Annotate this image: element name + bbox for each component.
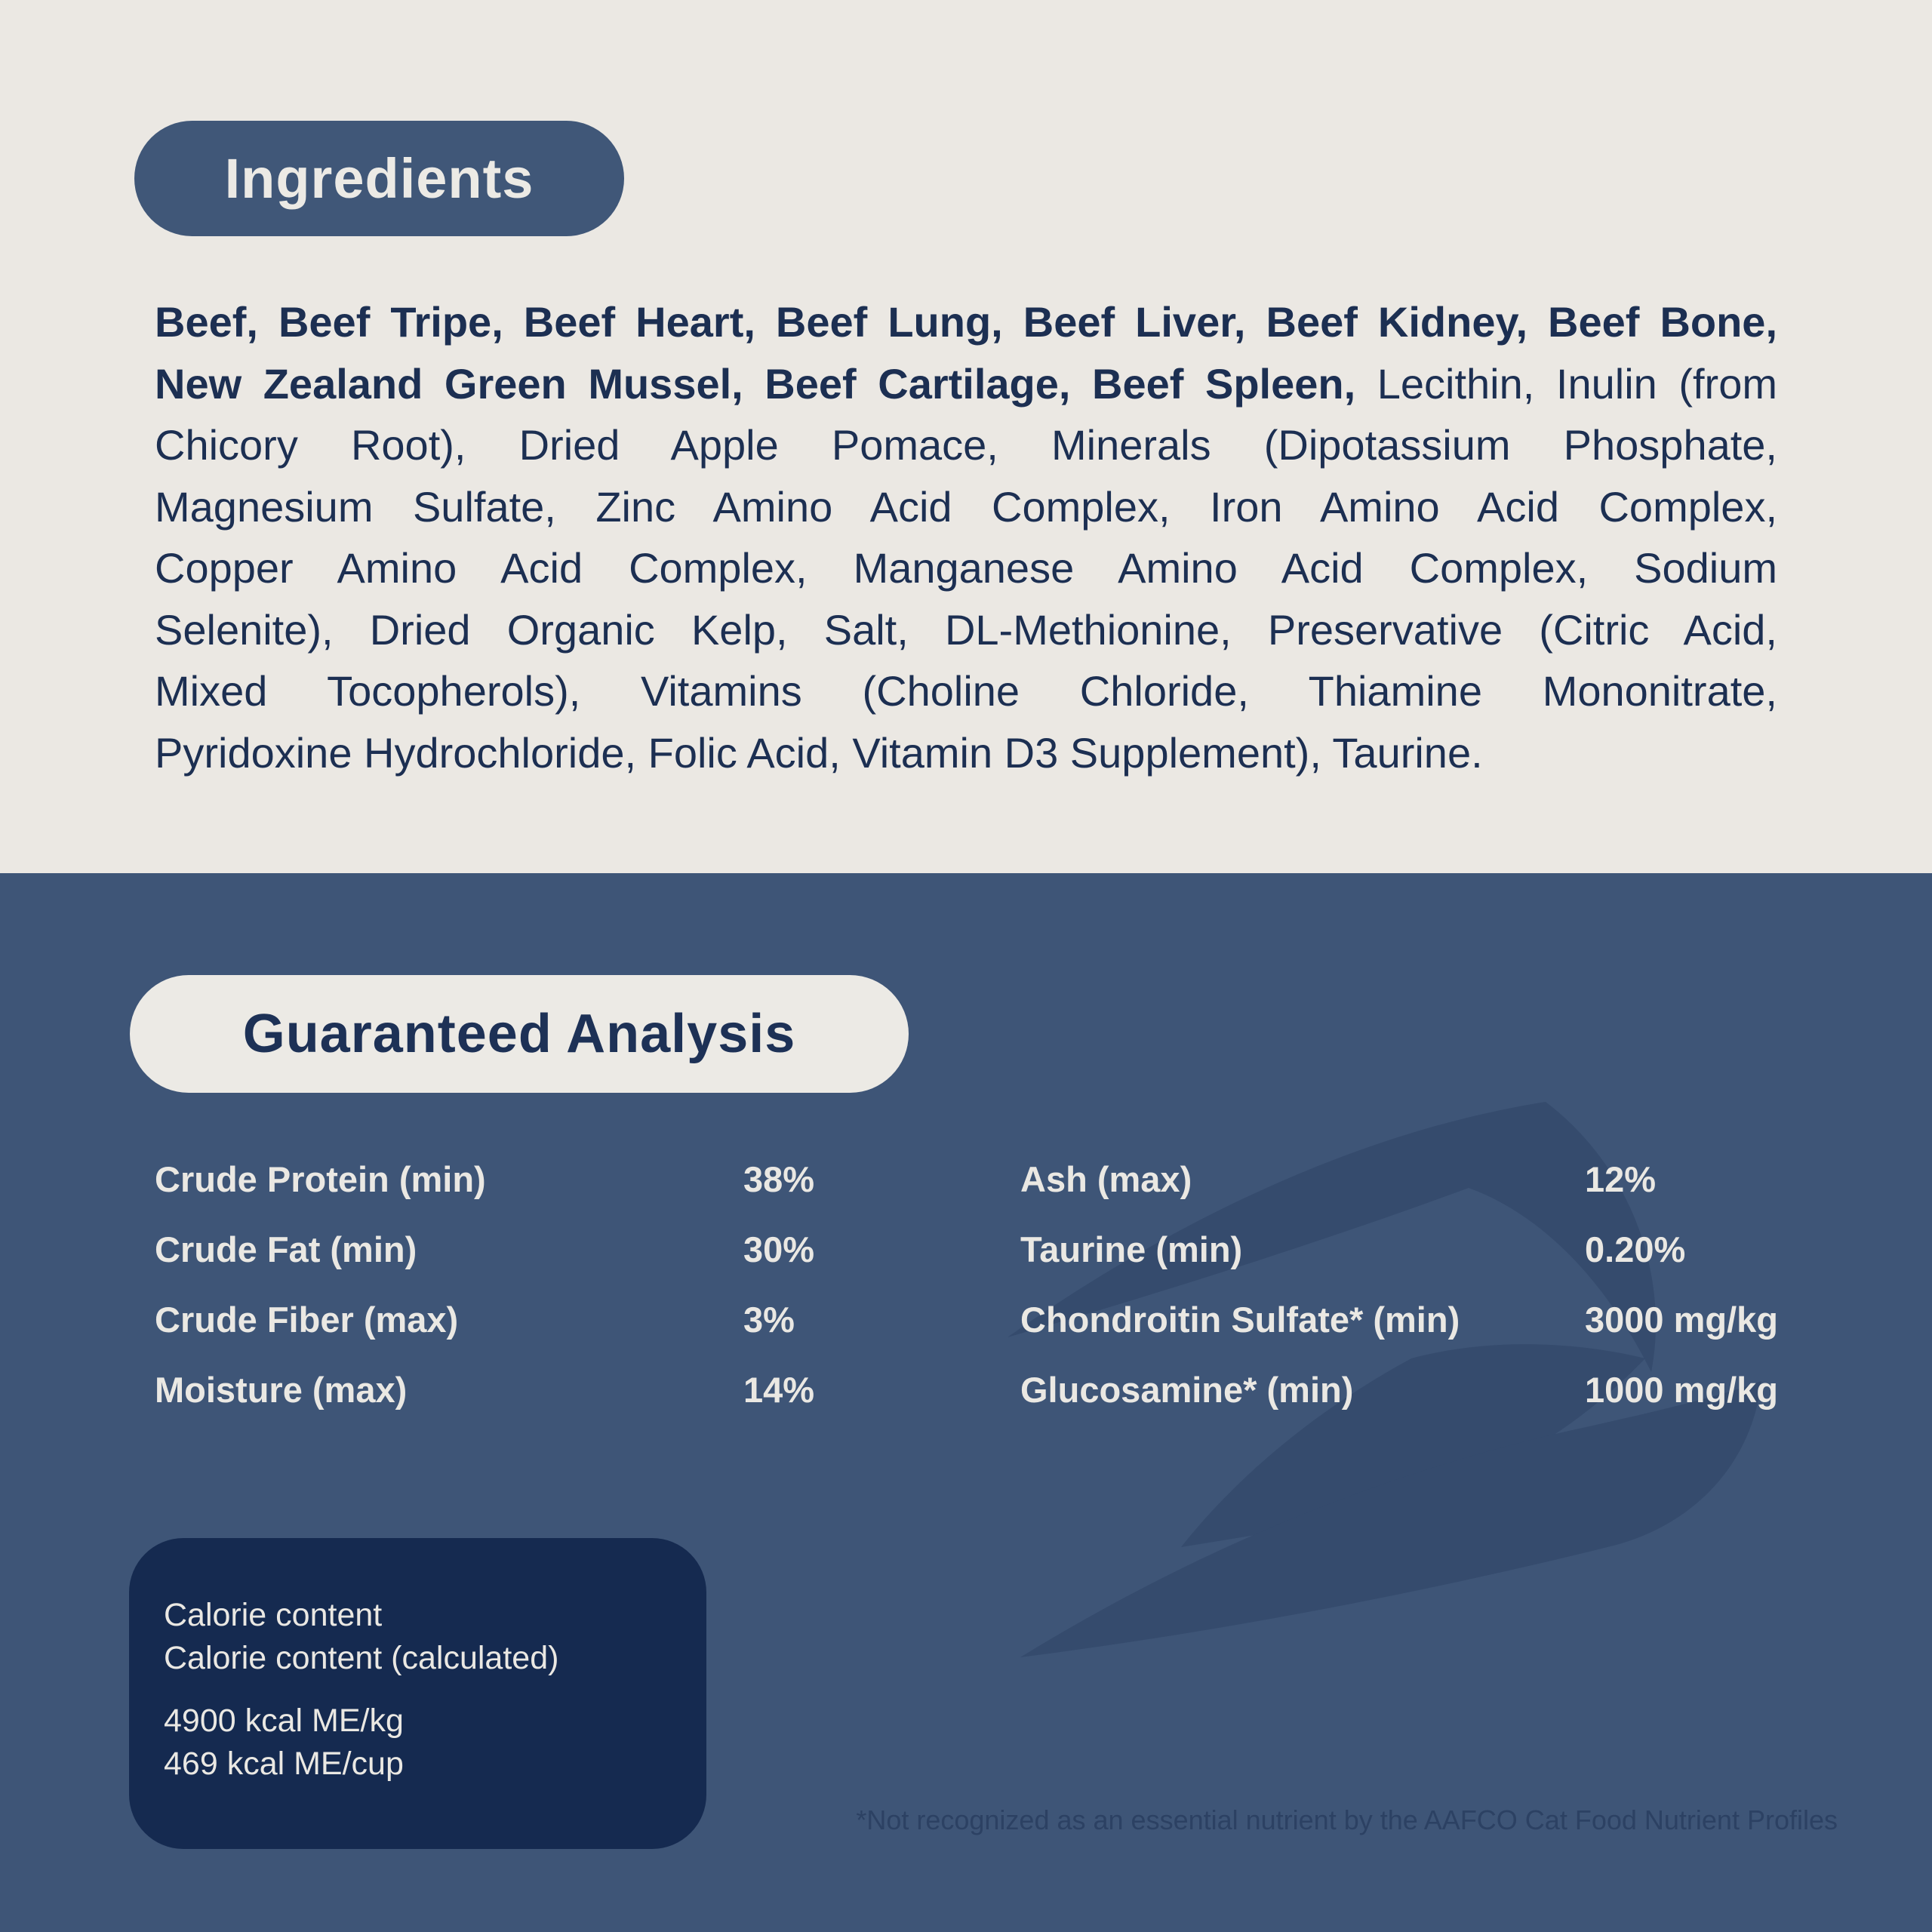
ingredient-line: Pyridoxine Hydrochloride, Folic Acid, Vi… (155, 728, 1483, 777)
ingredient-line: Beef, Beef Tripe, Beef Heart, Beef Lung,… (155, 298, 1777, 346)
analysis-row: Glucosamine* (min) 1000 mg/kg (1020, 1355, 1896, 1425)
analysis-row: Crude Fiber (max) 3% (155, 1284, 955, 1355)
ingredient-line: Copper Amino Acid Complex, Manganese Ami… (155, 544, 1777, 592)
analysis-row-label: Taurine (min) (1020, 1229, 1243, 1269)
guaranteed-analysis-badge-label: Guaranteed Analysis (242, 1004, 796, 1064)
analysis-row-value: 30% (743, 1229, 815, 1269)
ingredient-line: Mixed Tocopherols), Vitamins (Choline Ch… (155, 667, 1777, 715)
ingredient-line: Magnesium Sulfate, Zinc Amino Acid Compl… (155, 482, 1777, 531)
analysis-row-value: 38% (743, 1159, 815, 1199)
calorie-title-calculated: Calorie content (calculated) (164, 1640, 559, 1676)
analysis-row: Ash (max) 12% (1020, 1144, 1896, 1214)
analysis-table-right: Ash (max) 12% Taurine (min) 0.20% Chondroiti… (1020, 1144, 1896, 1425)
ingredients-badge: Ingredients (134, 121, 624, 236)
guaranteed-analysis-badge: Guaranteed Analysis (130, 975, 909, 1093)
ingredients-paragraph: Beef, Beef Tripe, Beef Heart, Beef Lung,… (155, 291, 1777, 783)
analysis-row-value: 3% (743, 1300, 795, 1340)
ingredient-line: Chicory Root), Dried Apple Pomace, Miner… (155, 421, 1777, 469)
analysis-row-label: Crude Fiber (max) (155, 1300, 459, 1340)
analysis-row-label: Crude Fat (min) (155, 1229, 417, 1269)
ingredient-line: New Zealand Green Mussel, Beef Cartilage… (155, 359, 1777, 408)
calorie-value-per-kg: 4900 kcal ME/kg (164, 1703, 404, 1739)
analysis-row-value: 3000 mg/kg (1585, 1300, 1779, 1340)
calorie-title: Calorie content (164, 1597, 383, 1633)
calorie-value-per-cup: 469 kcal ME/cup (164, 1746, 404, 1782)
analysis-row-label: Chondroitin Sulfate* (min) (1020, 1300, 1460, 1340)
calorie-content-box: Calorie content Calorie content (calcula… (129, 1538, 706, 1849)
analysis-row-label: Glucosamine* (min) (1020, 1370, 1354, 1410)
analysis-row-label: Moisture (max) (155, 1370, 408, 1410)
analysis-row: Taurine (min) 0.20% (1020, 1214, 1896, 1284)
analysis-row-label: Crude Protein (min) (155, 1159, 486, 1199)
analysis-row: Crude Fat (min) 30% (155, 1214, 955, 1284)
analysis-row-value: 14% (743, 1370, 815, 1410)
aafco-footnote: *Not recognized as an essential nutrient… (856, 1804, 1838, 1835)
analysis-row: Moisture (max) 14% (155, 1355, 955, 1425)
analysis-row-value: 1000 mg/kg (1585, 1370, 1779, 1410)
analysis-table-left: Crude Protein (min) 38% Crude Fat (min) 30%… (155, 1144, 955, 1425)
analysis-row-value: 12% (1585, 1159, 1657, 1199)
calorie-values: 4900 kcal ME/kg 469 kcal ME/cup (164, 1700, 672, 1786)
analysis-row: Chondroitin Sulfate* (min) 3000 mg/kg (1020, 1284, 1896, 1355)
analysis-row-value: 0.20% (1585, 1229, 1686, 1269)
analysis-row-label: Ash (max) (1020, 1159, 1192, 1199)
ingredient-line: Selenite), Dried Organic Kelp, Salt, DL-… (155, 605, 1777, 654)
ingredients-badge-label: Ingredients (224, 147, 534, 210)
analysis-row: Crude Protein (min) 38% (155, 1144, 955, 1214)
